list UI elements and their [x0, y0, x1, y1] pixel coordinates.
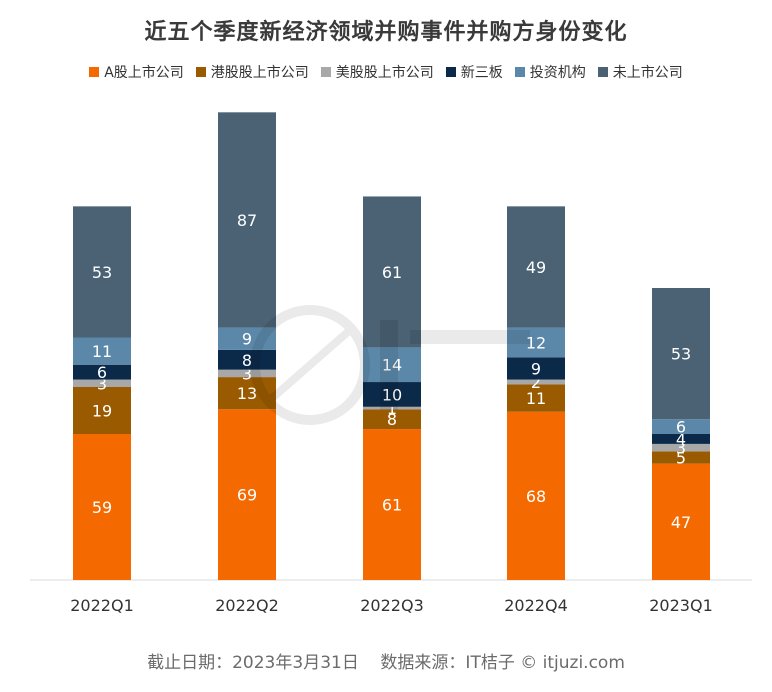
data-label: 12	[526, 333, 546, 352]
bar-segment	[507, 327, 565, 358]
bar-segment	[218, 369, 276, 378]
data-label: 11	[92, 342, 112, 361]
bar-segment	[73, 337, 131, 365]
data-label: 5	[676, 449, 686, 468]
bar-segment	[507, 206, 565, 328]
data-label: 9	[531, 359, 541, 378]
data-label: 1	[387, 399, 397, 418]
data-label: 47	[671, 513, 691, 532]
legend-label: 未上市公司	[612, 65, 683, 81]
data-label: 68	[526, 487, 546, 506]
bar-segment	[218, 377, 276, 410]
data-label: 2	[531, 373, 541, 392]
bar-segment	[652, 463, 710, 580]
data-label: 3	[676, 439, 686, 458]
bar-segment	[73, 364, 131, 380]
bar-segment	[73, 434, 131, 580]
bar-segment	[218, 349, 276, 370]
bar-segment	[218, 327, 276, 350]
legend-item: A股上市公司	[89, 62, 184, 82]
legend-label: 美股股上市公司	[335, 65, 434, 81]
chart-plot-area: 59193611532022Q16913389872022Q2618110146…	[30, 112, 752, 615]
legend-swatch	[320, 67, 331, 77]
legend-item: 投资机构	[514, 62, 586, 82]
bar-segment	[652, 443, 710, 452]
legend-swatch	[597, 67, 608, 77]
bar-segment	[507, 411, 565, 580]
legend-label: A股上市公司	[104, 65, 184, 81]
bar-segment	[363, 196, 421, 348]
data-label: 10	[382, 385, 402, 404]
bar-segment	[363, 409, 421, 430]
data-label: 13	[237, 384, 257, 403]
x-tick-label: 2022Q3	[360, 596, 424, 615]
bar-segment	[507, 357, 565, 380]
bar-segment	[652, 434, 710, 444]
data-label: 61	[382, 496, 402, 515]
chart-title: 近五个季度新经济领域并购事件并购方身份变化	[144, 20, 628, 45]
data-label: 69	[237, 486, 257, 505]
legend-item: 美股股上市公司	[320, 62, 434, 82]
data-label: 4	[676, 430, 686, 449]
bar-segment	[652, 451, 710, 464]
data-label: 8	[242, 351, 252, 370]
data-label: 3	[242, 364, 252, 383]
data-label: 8	[387, 410, 397, 429]
data-label: 6	[676, 418, 686, 437]
data-label: 53	[671, 345, 691, 364]
bar-segment	[73, 386, 131, 435]
data-label: 19	[92, 401, 112, 420]
bar-segment	[73, 206, 131, 338]
legend-swatch	[195, 67, 206, 77]
x-tick-label: 2022Q1	[70, 596, 134, 615]
chart-footer-note: 截止日期：2023年3月31日 数据来源：IT桔子 © itjuzi.com	[147, 653, 625, 673]
legend-item: 新三板	[445, 62, 503, 82]
legend-swatch	[445, 67, 456, 77]
data-label: 3	[97, 374, 107, 393]
data-label: 49	[526, 258, 546, 277]
bar-segment	[363, 347, 421, 383]
legend-swatch	[514, 67, 525, 77]
bar-segment	[507, 379, 565, 385]
legend-swatch	[89, 67, 100, 77]
bar-segment	[363, 429, 421, 580]
bar-segment	[218, 112, 276, 328]
data-label: 11	[526, 389, 546, 408]
bar-segment	[363, 382, 421, 407]
data-label: 53	[92, 263, 112, 282]
bar-segment	[218, 409, 276, 580]
bar-segment	[652, 288, 710, 420]
x-tick-label: 2022Q2	[215, 596, 279, 615]
x-tick-label: 2023Q1	[649, 596, 713, 615]
bar-segment	[507, 384, 565, 412]
legend-label: 新三板	[460, 65, 503, 81]
chart-legend: A股上市公司 港股股上市公司 美股股上市公司 新三板 投资机构 未上市公司	[0, 62, 772, 82]
bar-segment	[73, 379, 131, 387]
bar-segment	[652, 419, 710, 435]
legend-item: 港股股上市公司	[195, 62, 309, 82]
data-label: 9	[242, 330, 252, 349]
data-label: 14	[382, 356, 402, 375]
legend-label: 港股股上市公司	[210, 65, 309, 81]
data-label: 61	[382, 263, 402, 282]
legend-label: 投资机构	[529, 65, 586, 81]
data-label: 59	[92, 498, 112, 517]
bar-segment	[363, 406, 421, 410]
data-label: 6	[97, 363, 107, 382]
data-label: 87	[237, 211, 257, 230]
legend-item: 未上市公司	[597, 62, 683, 82]
x-tick-label: 2022Q4	[504, 596, 568, 615]
